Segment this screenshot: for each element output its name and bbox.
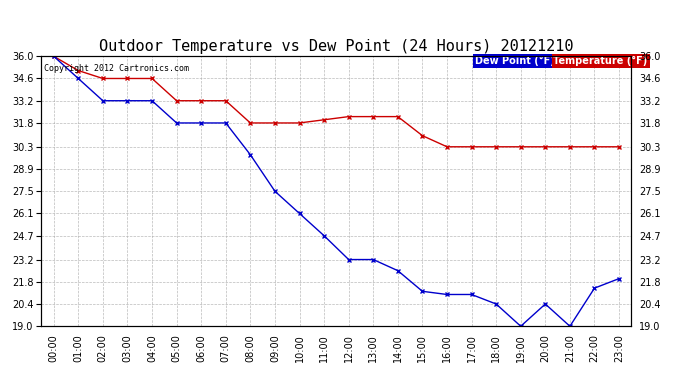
Text: Copyright 2012 Cartronics.com: Copyright 2012 Cartronics.com (44, 64, 189, 74)
Text: Temperature (°F): Temperature (°F) (553, 56, 648, 66)
Text: Dew Point (°F): Dew Point (°F) (475, 56, 555, 66)
Title: Outdoor Temperature vs Dew Point (24 Hours) 20121210: Outdoor Temperature vs Dew Point (24 Hou… (99, 39, 573, 54)
